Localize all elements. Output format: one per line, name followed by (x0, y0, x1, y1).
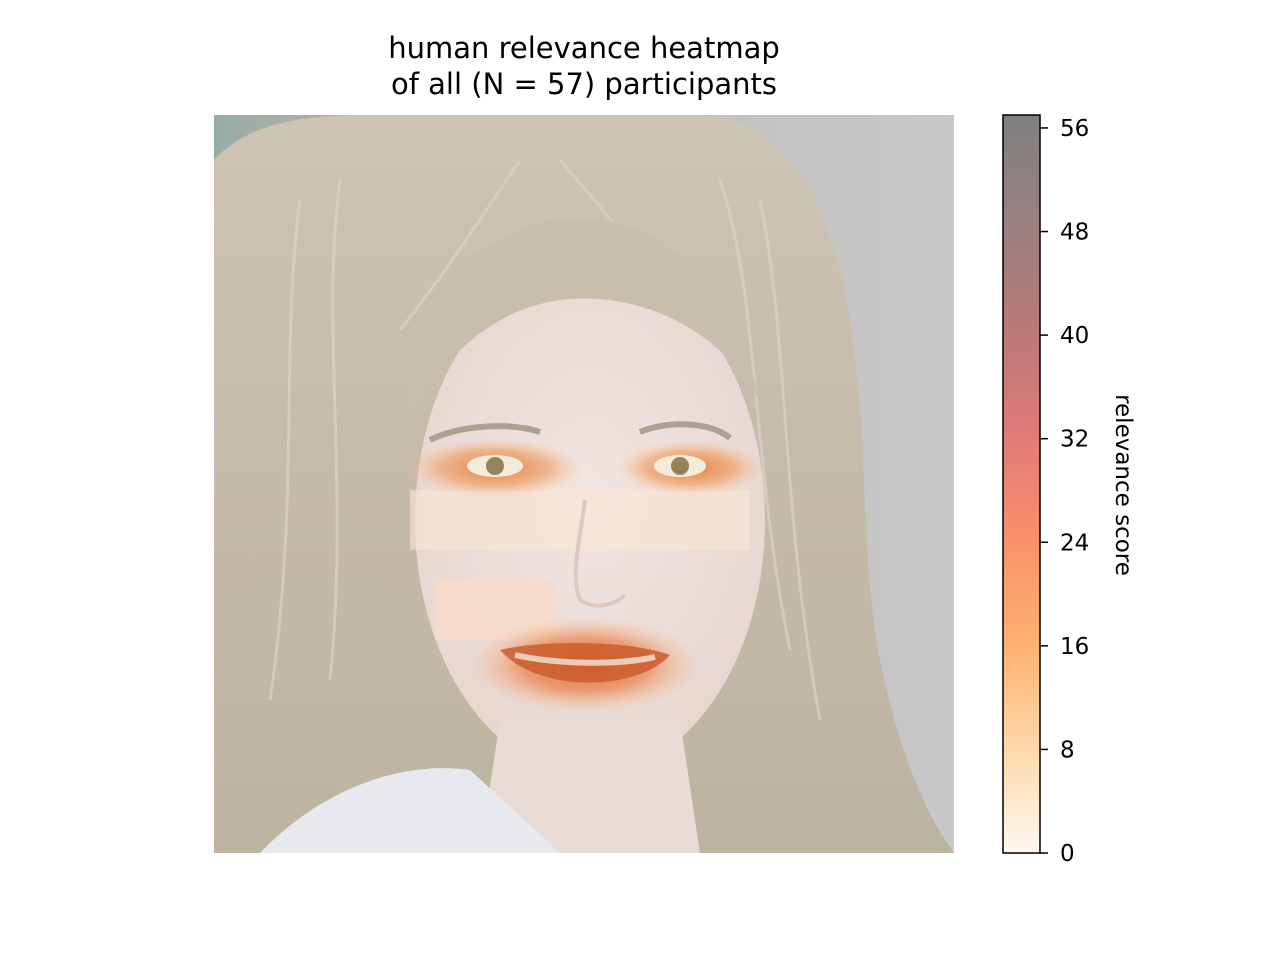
bangs (400, 219, 760, 420)
chart-title-line-1: human relevance heatmap (388, 31, 780, 65)
chart-title-line-2: of all (N = 57) participants (390, 67, 778, 101)
chart-title: human relevance heatmap of all (N = 57) … (214, 30, 954, 102)
colorbar-tick-label: 8 (1060, 737, 1075, 763)
colorbar: 0 8 16 24 32 40 48 56 (1002, 114, 1089, 867)
colorbar-tick-label: 0 (1060, 841, 1075, 867)
colorbar-tick-label: 16 (1060, 634, 1089, 660)
image-wash (214, 115, 954, 853)
heatmap-image (214, 115, 954, 853)
right-eyebrow (638, 421, 732, 441)
neck (480, 720, 700, 853)
colorbar-tick-label: 24 (1060, 530, 1089, 556)
left-eyebrow (428, 423, 541, 443)
shirt (260, 768, 560, 853)
colorbar-tick-label: 40 (1060, 323, 1089, 349)
colorbar-gradient (1002, 114, 1041, 854)
colorbar-tick-label: 32 (1060, 427, 1089, 453)
colorbar-tick-label: 56 (1060, 116, 1089, 142)
colorbar-tick-label: 48 (1060, 220, 1089, 246)
nose (573, 499, 627, 608)
colorbar-label: relevance score (1110, 394, 1136, 576)
